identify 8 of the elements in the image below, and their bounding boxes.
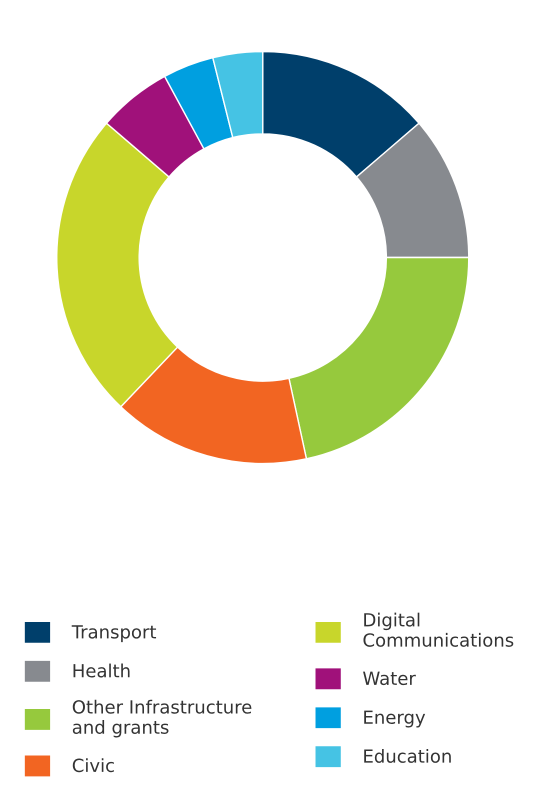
legend-label: Water <box>363 672 416 686</box>
legend-label: Other Infrastructure and grants <box>72 700 252 738</box>
legend-label: Digital Communications <box>363 612 514 647</box>
legend-label: Civic <box>72 758 114 772</box>
legend-label: Health <box>74 664 130 678</box>
legend-label: Transport <box>72 625 156 642</box>
legend-label: Education <box>364 748 451 763</box>
legend-label: Energy <box>364 710 426 728</box>
